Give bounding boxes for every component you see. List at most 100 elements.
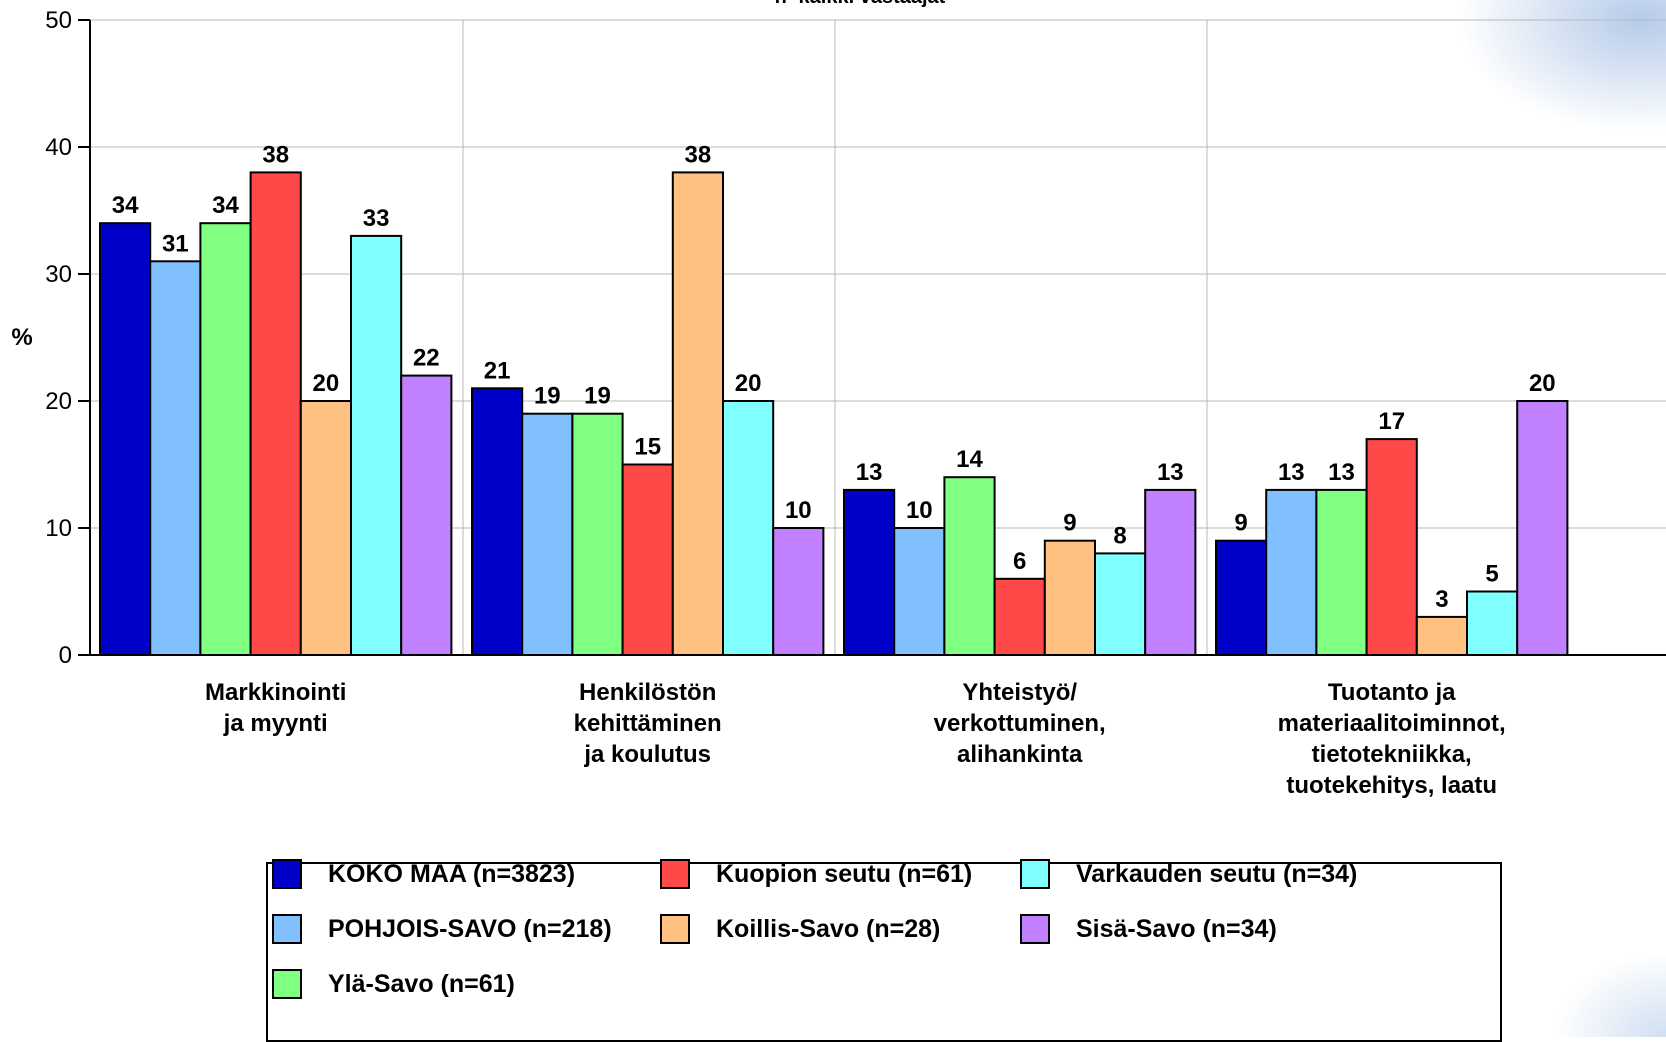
legend-swatch	[660, 859, 690, 889]
bar	[722, 400, 775, 656]
legend-label: Varkauden seutu (n=34)	[1076, 859, 1358, 888]
bar-value-label: 5	[1485, 561, 1498, 588]
bar-value-label: 38	[685, 141, 712, 168]
bar-value-label: 34	[212, 192, 239, 219]
bar-value-label: 20	[313, 370, 340, 397]
bar-value-label: 19	[534, 383, 561, 410]
legend-item: POHJOIS-SAVO (n=218)	[272, 912, 612, 946]
bar	[249, 171, 302, 656]
legend-swatch	[1020, 914, 1050, 944]
bar-value-label: 9	[1234, 510, 1247, 537]
legend-label: KOKO MAA (n=3823)	[328, 859, 576, 888]
bar-value-label: 6	[1013, 548, 1026, 575]
bar-value-label: 8	[1113, 522, 1126, 549]
category-label: tietotekniikka,	[1312, 741, 1472, 768]
bar-value-label: 22	[413, 345, 440, 372]
bar	[149, 260, 202, 656]
y-axis-label: %	[11, 324, 32, 351]
y-tick-label: 0	[59, 642, 72, 669]
bar-value-label: 13	[1328, 459, 1355, 486]
bar	[621, 463, 674, 656]
legend-item: Sisä-Savo (n=34)	[1020, 912, 1277, 946]
category-label: kehittäminen	[574, 710, 722, 737]
bar	[1215, 539, 1268, 657]
category-label: Yhteistyö/	[962, 679, 1077, 706]
bar	[471, 387, 524, 656]
bar-value-label: 13	[1278, 459, 1305, 486]
bar-value-label: 19	[584, 383, 611, 410]
bar	[843, 488, 896, 656]
bar-value-label: 10	[785, 497, 812, 524]
bar-value-label: 9	[1063, 510, 1076, 537]
category-label: verkottuminen,	[934, 710, 1106, 737]
bar	[400, 374, 453, 656]
bar	[1265, 488, 1318, 656]
legend-swatch	[272, 969, 302, 999]
bar	[350, 234, 403, 656]
bar	[1516, 400, 1569, 656]
legend-item: Kuopion seutu (n=61)	[660, 857, 972, 891]
legend-swatch	[272, 859, 302, 889]
bar-value-label: 20	[1529, 370, 1556, 397]
bar	[1415, 615, 1469, 657]
bar-value-label: 38	[262, 141, 289, 168]
legend-item: Koillis-Savo (n=28)	[660, 912, 940, 946]
legend-label: Kuopion seutu (n=61)	[716, 859, 973, 888]
legend-swatch	[272, 914, 302, 944]
legend-label: POHJOIS-SAVO (n=218)	[328, 914, 612, 943]
category-label: ja myynti	[223, 710, 328, 737]
bar-value-label: 21	[484, 357, 511, 384]
bar	[993, 577, 1046, 656]
bar	[299, 400, 352, 656]
category-label: Markkinointi	[205, 679, 346, 706]
bar	[571, 412, 624, 657]
category-label: tuotekehitys, laatu	[1286, 772, 1497, 799]
bars	[99, 171, 1569, 657]
bar-value-label: 20	[735, 370, 762, 397]
bar	[772, 527, 825, 656]
chart-subtitle: n=kaikki vastaajat	[630, 0, 1090, 9]
bar-value-label: 3	[1435, 586, 1448, 613]
bar	[671, 171, 724, 656]
y-tick-label: 30	[45, 261, 72, 288]
axes: 0 10 20 30 40 50%	[11, 7, 1666, 669]
y-tick-label: 50	[45, 7, 72, 34]
legend-item: Ylä-Savo (n=61)	[272, 967, 515, 1001]
y-tick-label: 20	[45, 388, 72, 415]
bar	[1094, 552, 1147, 657]
bar	[893, 527, 946, 656]
category-label: alihankinta	[957, 741, 1083, 768]
category-label: Henkilöstön	[579, 679, 716, 706]
bar	[521, 412, 574, 657]
bar	[1466, 590, 1519, 656]
bar	[199, 222, 252, 656]
category-label: Tuotanto ja	[1328, 679, 1456, 706]
bar-value-label: 14	[956, 446, 983, 473]
legend-swatch	[1020, 859, 1050, 889]
legend: KOKO MAA (n=3823) POHJOIS-SAVO (n=218) Ylä…	[266, 859, 1502, 1042]
bar-value-label: 34	[112, 192, 139, 219]
bar-value-label: 17	[1378, 408, 1405, 435]
category-label: materiaalitoiminnot,	[1278, 710, 1506, 737]
legend-item: Varkauden seutu (n=34)	[1020, 857, 1357, 891]
legend-label: Ylä-Savo (n=61)	[328, 969, 515, 998]
bar	[1144, 488, 1197, 656]
bar	[943, 476, 996, 657]
bar-value-label: 15	[634, 434, 661, 461]
legend-item: KOKO MAA (n=3823)	[272, 857, 575, 891]
y-tick-label: 40	[45, 134, 72, 161]
y-tick-label: 10	[45, 515, 72, 542]
category-labels: Markkinointi ja myynti Henkilöstön kehittäm…	[205, 679, 1506, 799]
legend-swatch	[660, 914, 690, 944]
bar	[99, 222, 152, 656]
bar-value-label: 10	[906, 497, 933, 524]
bar-value-label: 13	[1157, 459, 1184, 486]
legend-label: Sisä-Savo (n=34)	[1076, 914, 1277, 943]
bar	[1315, 488, 1368, 656]
bar	[1043, 539, 1097, 657]
category-label: ja koulutus	[583, 741, 711, 768]
bar-value-label: 31	[162, 230, 189, 257]
legend-label: Koillis-Savo (n=28)	[716, 914, 941, 943]
